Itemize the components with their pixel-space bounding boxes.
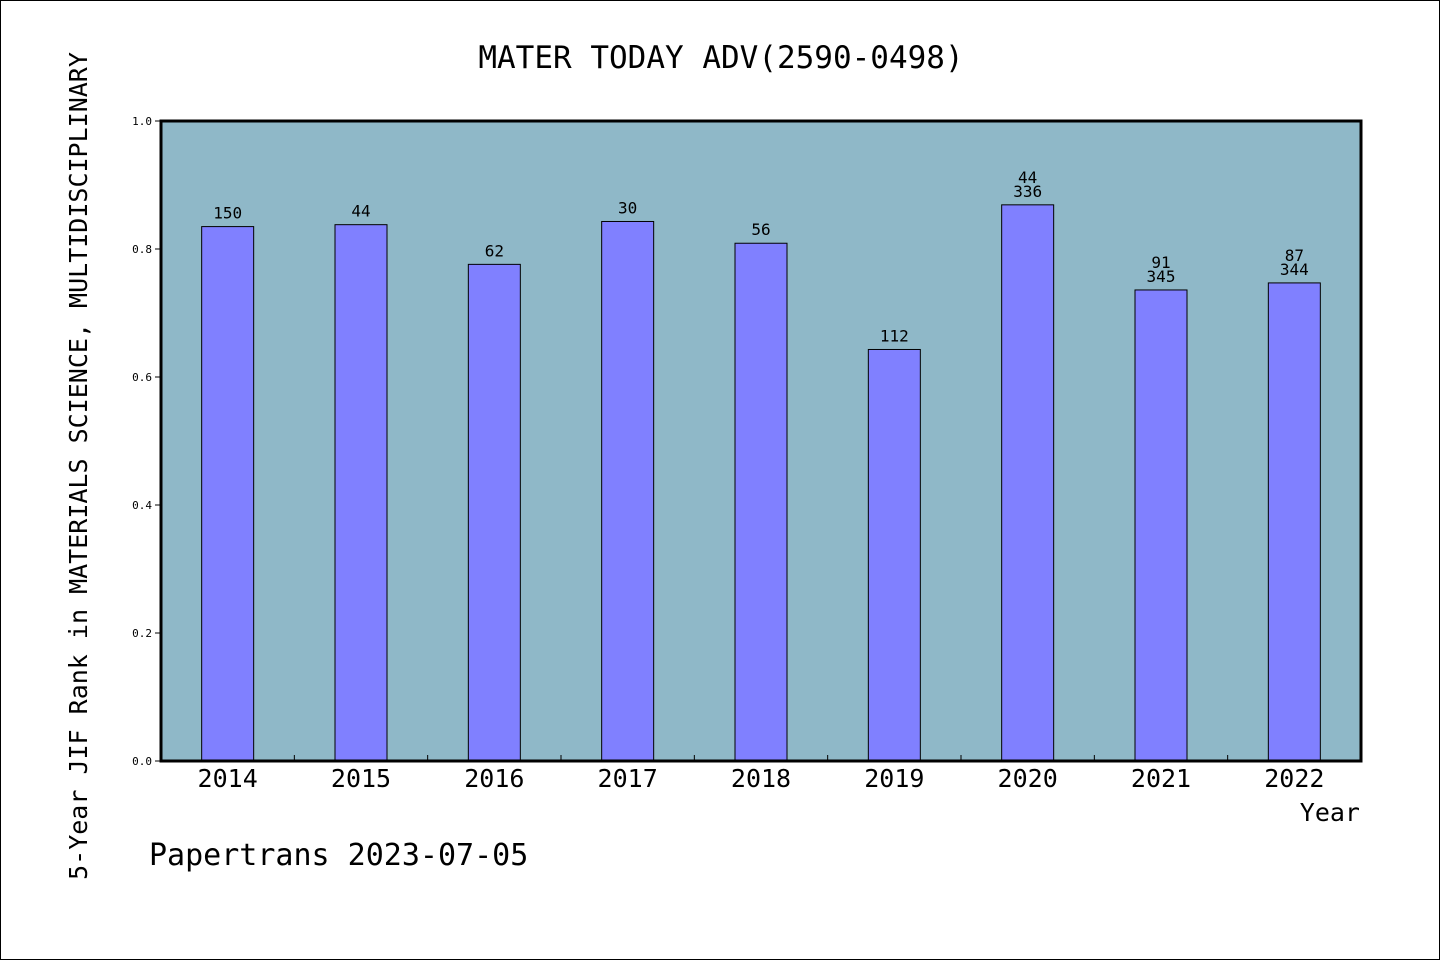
bar <box>734 242 788 762</box>
bar <box>1267 282 1321 762</box>
bar <box>601 220 655 762</box>
y-tick-label: 0.2 <box>132 627 152 640</box>
footer-credit: Papertrans 2023-07-05 <box>149 838 528 873</box>
y-axis-label: 5-Year JIF Rank in MATERIALS SCIENCE, MU… <box>64 52 93 880</box>
x-tick-label: 2018 <box>731 764 791 793</box>
x-tick-label: 2016 <box>464 764 524 793</box>
x-axis-label: Year <box>1300 798 1360 827</box>
x-tick-label: 2014 <box>198 764 258 793</box>
bar <box>201 226 255 762</box>
x-tick-label: 2022 <box>1264 764 1324 793</box>
chart-title: MATER TODAY ADV(2590-0498) <box>478 40 963 76</box>
bar <box>467 263 521 762</box>
data-label: 112 <box>880 326 909 345</box>
x-tick-label: 2017 <box>598 764 658 793</box>
data-label: 62 <box>485 241 504 260</box>
y-tick-label: 1.0 <box>132 115 152 128</box>
x-tick-label: 2021 <box>1131 764 1191 793</box>
x-tick-label: 2019 <box>864 764 924 793</box>
data-label: 91 <box>1151 253 1170 272</box>
data-label: 344 <box>1280 260 1309 279</box>
data-label: 87 <box>1285 246 1304 265</box>
y-tick-label: 0.8 <box>132 243 152 256</box>
plot-border <box>159 119 1363 763</box>
data-label: 44 <box>1018 168 1037 187</box>
y-tick-label: 0.6 <box>132 371 152 384</box>
y-tick-label: 0.0 <box>132 755 152 768</box>
data-label: 30 <box>618 198 637 217</box>
bar <box>867 348 921 762</box>
chart-marks: 0.0 0.2 0.4 0.6 0.8 1.0 150 2014 44 2015 62 2016 30 2… <box>132 115 1324 793</box>
data-label: 150 <box>213 204 242 223</box>
bar <box>334 224 388 762</box>
data-label: 44 <box>351 202 370 221</box>
data-label: 336 <box>1013 182 1042 201</box>
data-label: 345 <box>1147 267 1176 286</box>
data-label: 56 <box>751 220 770 239</box>
bar <box>1001 204 1055 762</box>
bar <box>1134 289 1188 762</box>
x-tick-label: 2020 <box>998 764 1058 793</box>
y-tick-label: 0.4 <box>132 499 152 512</box>
x-tick-label: 2015 <box>331 764 391 793</box>
